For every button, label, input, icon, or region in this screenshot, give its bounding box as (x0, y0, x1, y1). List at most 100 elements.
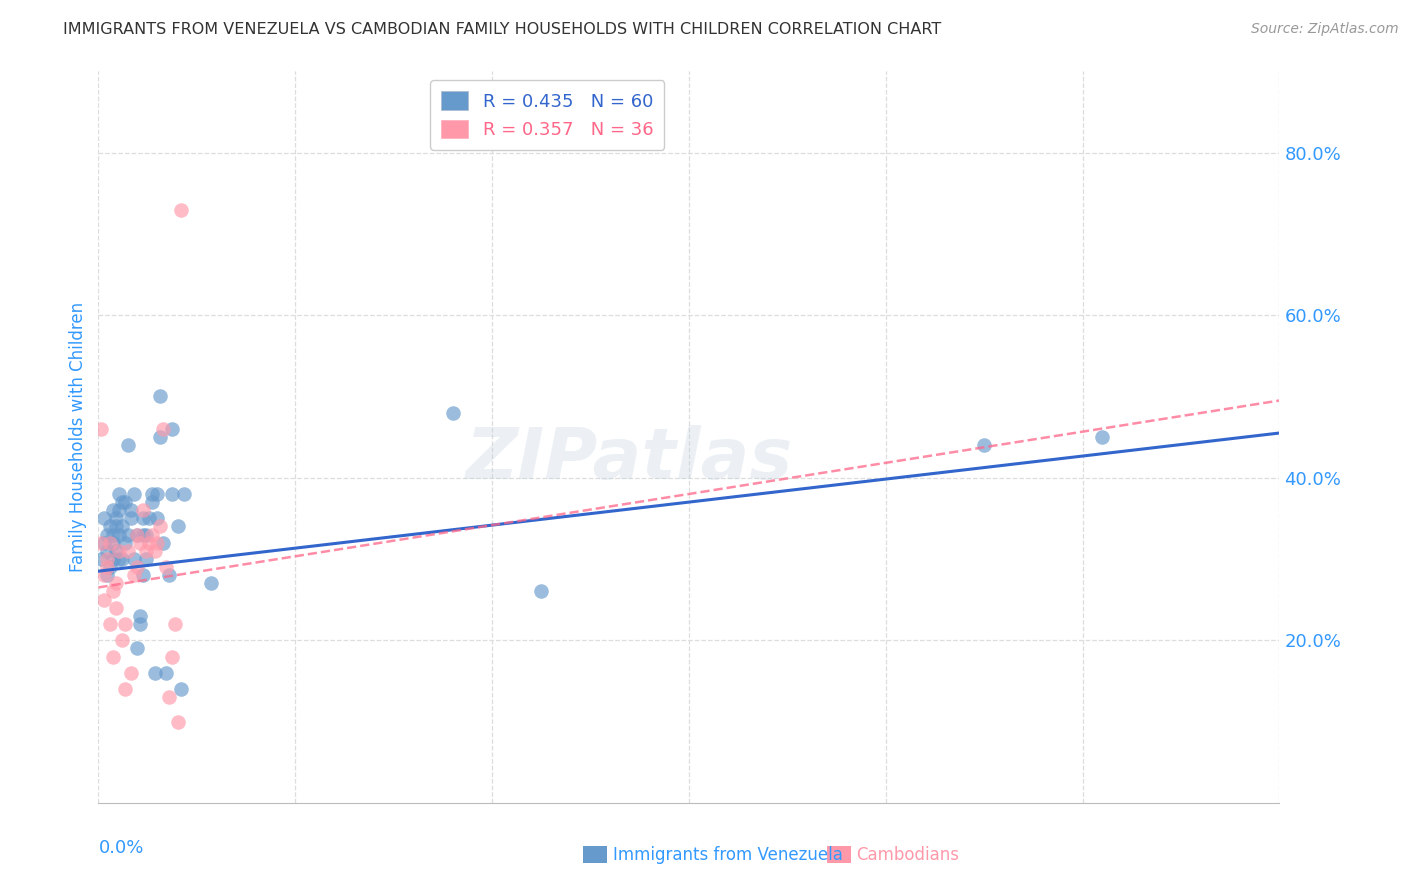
Point (135, 527, 157, 541)
Point (128, 608, 150, 623)
Point (155, 560, 177, 574)
Point (111, 519, 134, 533)
Point (146, 511, 169, 525)
Point (146, 487, 169, 501)
Point (138, 511, 160, 525)
Point (155, 665, 177, 680)
Point (125, 560, 148, 574)
Point (200, 576, 222, 591)
Point (90, 552, 112, 566)
Point (125, 527, 148, 541)
Point (128, 617, 150, 632)
Point (120, 665, 142, 680)
Point (103, 584, 125, 599)
Point (114, 681, 136, 696)
Point (143, 665, 166, 680)
Point (96, 568, 118, 582)
Point (157, 690, 180, 705)
Point (90, 535, 112, 549)
Point (103, 535, 125, 549)
Point (93, 568, 115, 582)
Point (152, 535, 174, 549)
Point (120, 503, 142, 517)
Point (170, 202, 193, 217)
Point (108, 552, 131, 566)
Point (135, 544, 157, 558)
Point (103, 649, 125, 664)
Legend: R = 0.435   N = 60, R = 0.357   N = 36: R = 0.435 N = 60, R = 0.357 N = 36 (430, 80, 664, 150)
Point (152, 422, 174, 436)
Point (108, 503, 131, 517)
Point (105, 511, 128, 525)
Point (173, 487, 195, 501)
Point (117, 527, 139, 541)
Point (143, 544, 166, 558)
Point (103, 503, 125, 517)
Point (125, 527, 148, 541)
Point (167, 714, 190, 729)
Point (93, 511, 115, 525)
Point (165, 617, 187, 632)
Point (108, 487, 131, 501)
Point (98, 519, 121, 533)
Point (108, 544, 131, 558)
Text: Source: ZipAtlas.com: Source: ZipAtlas.com (1251, 22, 1399, 37)
Point (125, 641, 148, 656)
Point (441, 406, 464, 420)
Point (141, 527, 163, 541)
Point (111, 495, 134, 509)
Point (111, 552, 134, 566)
Point (105, 519, 128, 533)
Point (105, 600, 128, 615)
Point (162, 487, 183, 501)
Point (167, 519, 190, 533)
Point (149, 430, 172, 444)
Point (122, 487, 145, 501)
Point (117, 544, 139, 558)
Point (157, 568, 180, 582)
Point (132, 503, 155, 517)
Point (90, 422, 112, 436)
Point (149, 519, 172, 533)
Point (108, 527, 131, 541)
Point (117, 438, 139, 452)
Point (170, 681, 193, 696)
Point (96, 544, 118, 558)
Point (114, 495, 136, 509)
Point (141, 495, 163, 509)
Point (122, 552, 145, 566)
Text: ZIPatlas: ZIPatlas (467, 425, 793, 493)
Point (114, 617, 136, 632)
Point (114, 535, 136, 549)
Point (530, 584, 553, 599)
Point (96, 552, 118, 566)
Point (1091, 430, 1114, 444)
Y-axis label: Family Households with Children: Family Households with Children (69, 302, 87, 572)
Point (103, 552, 125, 566)
Point (103, 527, 125, 541)
Point (132, 527, 155, 541)
Point (149, 389, 172, 403)
Point (128, 535, 150, 549)
Point (98, 535, 121, 549)
Point (93, 535, 115, 549)
Point (122, 568, 145, 582)
Point (96, 560, 118, 574)
Point (96, 527, 118, 541)
Point (98, 617, 121, 632)
Text: IMMIGRANTS FROM VENEZUELA VS CAMBODIAN FAMILY HOUSEHOLDS WITH CHILDREN CORRELATI: IMMIGRANTS FROM VENEZUELA VS CAMBODIAN F… (63, 22, 942, 37)
Point (973, 438, 995, 452)
Point (141, 487, 163, 501)
Point (138, 535, 160, 549)
Point (93, 592, 115, 607)
Point (111, 633, 134, 648)
Point (146, 535, 169, 549)
Point (120, 511, 142, 525)
Text: 0.0%: 0.0% (98, 839, 143, 857)
Text: Immigrants from Venezuela: Immigrants from Venezuela (613, 846, 842, 863)
Point (105, 576, 128, 591)
Point (132, 511, 155, 525)
Point (162, 649, 183, 664)
Point (132, 568, 155, 582)
Point (105, 544, 128, 558)
